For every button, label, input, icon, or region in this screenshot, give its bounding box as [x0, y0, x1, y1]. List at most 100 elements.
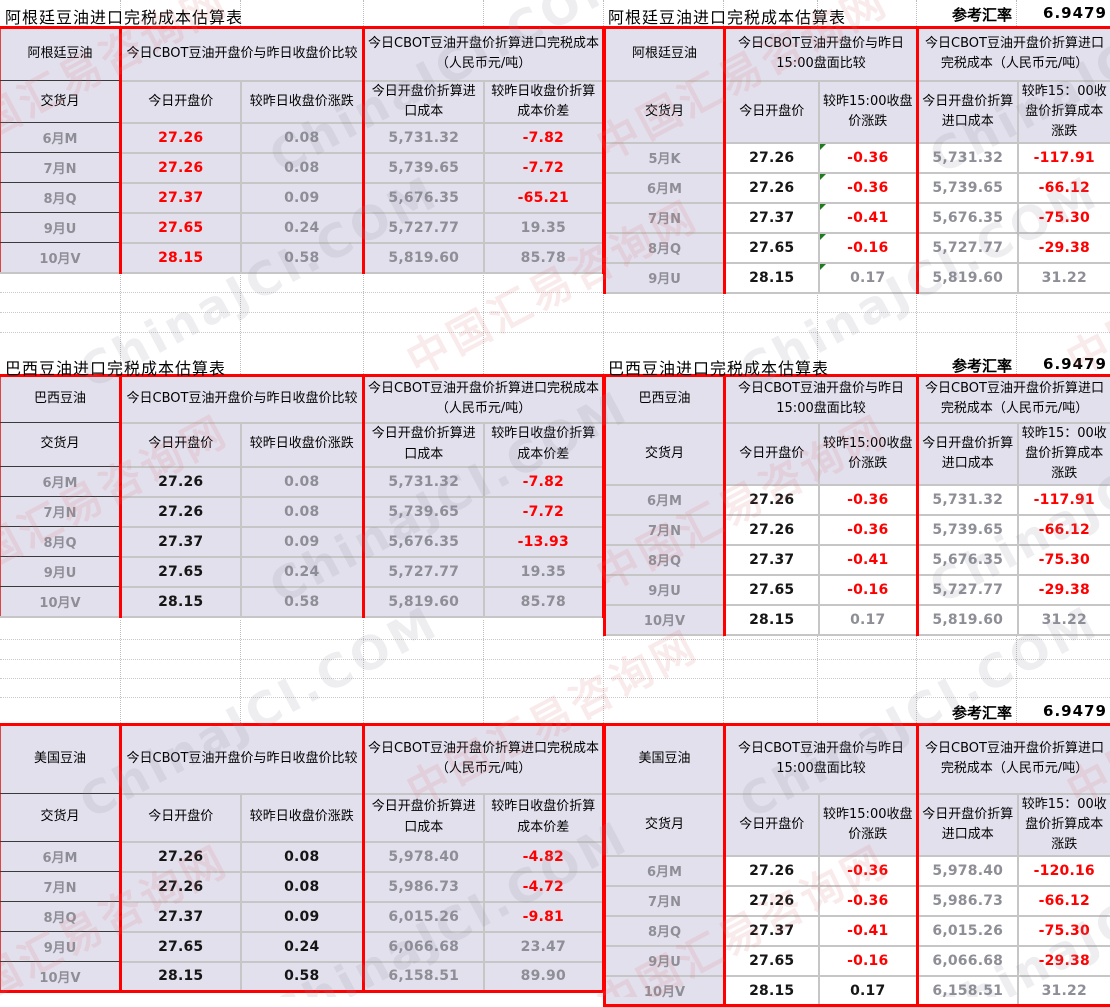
entity-header: 美国豆油 — [1, 725, 121, 794]
price-change-cell: -0.36 — [819, 886, 918, 916]
costdiff-col-header: 较昨日收盘价折算成本价差 — [484, 81, 604, 123]
reference-rate-value-1: 6.9479 — [1040, 4, 1110, 22]
delivery-month-cell: 7月N — [1, 497, 121, 527]
price-change-cell-with-green-corner-triangle-icon: 0.17 — [819, 263, 918, 293]
table-row: 8月Q 27.37 0.09 5,676.35 -65.21 — [1, 183, 604, 213]
section1-left-title: 阿根廷豆油进口完税成本估算表 — [5, 4, 243, 28]
delivery-month-cell: 5月K — [605, 143, 725, 173]
costdiff-col-header: 较昨15：00收盘价折算成本涨跌 — [1018, 423, 1110, 485]
delivery-month-cell: 8月Q — [1, 902, 121, 932]
open-price-cell: 27.65 — [725, 946, 819, 976]
cost-change-cell: 89.90 — [484, 962, 604, 992]
open-price-cell: 27.65 — [121, 213, 241, 243]
change-col-header: 较昨15:00收盘价涨跌 — [819, 794, 918, 856]
change-col-header: 较昨日收盘价涨跌 — [241, 81, 364, 123]
price-change-cell: 0.24 — [241, 932, 364, 962]
cost-change-cell: -65.21 — [484, 183, 604, 213]
open-price-cell: 28.15 — [121, 243, 241, 273]
price-change-cell: 0.09 — [241, 902, 364, 932]
open-price-cell: 27.26 — [121, 467, 241, 497]
price-change-cell: 0.08 — [241, 842, 364, 872]
import-cost-cell: 5,819.60 — [918, 605, 1018, 635]
table-row: 7月N 27.26 0.08 5,739.65 -7.72 — [1, 153, 604, 183]
open-price-cell: 27.65 — [725, 233, 819, 263]
gridline — [363, 0, 364, 26]
gridline — [0, 678, 1110, 679]
price-change-cell: 0.17 — [819, 976, 918, 1006]
price-change-cell: -0.36 — [819, 856, 918, 886]
import-cost-cell: 5,676.35 — [918, 203, 1018, 233]
import-cost-cell: 5,731.32 — [918, 143, 1018, 173]
open-price-cell: 27.26 — [725, 173, 819, 203]
entity-header: 阿根廷豆油 — [605, 28, 725, 81]
price-change-cell: 0.17 — [819, 605, 918, 635]
cost-change-cell: -7.72 — [484, 497, 604, 527]
argentina-right-table: 阿根廷豆油 今日CBOT豆油开盘价与昨日15:00盘面比较 今日CBOT豆油开盘… — [603, 26, 1110, 294]
delivery-month-cell: 8月Q — [605, 233, 725, 263]
section2-right-title: 巴西豆油进口完税成本估算表 — [608, 355, 829, 379]
table-row: 6月M 27.26 0.08 5,978.40 -4.82 — [1, 842, 604, 872]
cost-change-cell: 85.78 — [484, 587, 604, 617]
cost-group-header: 今日CBOT豆油开盘价折算进口完税成本（人民币元/吨） — [364, 725, 604, 794]
delivery-month-cell: 8月Q — [605, 916, 725, 946]
cost-change-cell: -117.91 — [1018, 143, 1110, 173]
open-price-cell: 27.37 — [725, 916, 819, 946]
delivery-month-cell: 8月Q — [1, 183, 121, 213]
costdiff-col-header: 较昨日收盘价折算成本价差 — [484, 794, 604, 842]
table-row: 8月Q 27.37 0.09 6,015.26 -9.81 — [1, 902, 604, 932]
table-row: 6月M 27.26 0.08 5,731.32 -7.82 — [1, 467, 604, 497]
cost-change-cell: -75.30 — [1018, 203, 1110, 233]
import-cost-cell: 5,731.32 — [918, 485, 1018, 515]
gridline — [483, 0, 484, 26]
import-cost-cell: 5,986.73 — [364, 872, 484, 902]
price-change-cell: 0.58 — [241, 962, 364, 992]
gridline — [240, 620, 241, 723]
import-cost-cell: 5,739.65 — [364, 497, 484, 527]
delivery-month-cell: 6月M — [1, 123, 121, 153]
cost-change-cell: -66.12 — [1018, 886, 1110, 916]
delivery-month-cell: 10月V — [1, 962, 121, 992]
open-price-cell: 27.26 — [121, 123, 241, 153]
gridline — [120, 620, 121, 723]
price-change-cell: -0.16 — [819, 575, 918, 605]
table-row: 6月M 27.26 0.08 5,731.32 -7.82 — [1, 123, 604, 153]
cost-change-cell: -7.82 — [484, 123, 604, 153]
open-price-cell: 28.15 — [725, 976, 819, 1006]
price-change-cell-with-green-corner-triangle-icon: -0.41 — [819, 203, 918, 233]
open-price-cell: 27.26 — [121, 842, 241, 872]
month-col-header: 交货月 — [1, 423, 121, 467]
table-row: 10月V 28.15 0.58 6,158.51 89.90 — [1, 962, 604, 992]
import-cost-cell: 5,676.35 — [364, 183, 484, 213]
gridline — [483, 268, 484, 374]
import-cost-cell: 5,676.35 — [364, 527, 484, 557]
cost-change-cell: -66.12 — [1018, 515, 1110, 545]
gridline — [603, 0, 604, 26]
gridline — [363, 268, 364, 374]
compare-group-header: 今日CBOT豆油开盘价与昨日15:00盘面比较 — [725, 28, 918, 81]
cost-group-header: 今日CBOT豆油开盘价折算进口完税成本（人民币元/吨） — [918, 376, 1110, 423]
price-change-cell: 0.24 — [241, 557, 364, 587]
import-cost-cell: 5,727.77 — [918, 233, 1018, 263]
change-col-header: 较昨日收盘价涨跌 — [241, 423, 364, 467]
price-change-cell: -0.36 — [819, 485, 918, 515]
open-price-cell: 27.65 — [121, 557, 241, 587]
delivery-month-cell: 10月V — [1, 587, 121, 617]
entity-header: 巴西豆油 — [605, 376, 725, 423]
open-price-cell: 28.15 — [121, 587, 241, 617]
reference-rate-value-2: 6.9479 — [1040, 355, 1110, 373]
delivery-month-cell: 7月N — [1, 153, 121, 183]
price-change-cell: 0.08 — [241, 123, 364, 153]
import-cost-cell: 5,739.65 — [918, 515, 1018, 545]
open-price-cell: 28.15 — [725, 263, 819, 293]
table-row: 8月Q 27.65 -0.16 5,727.77 -29.38 — [605, 233, 1110, 263]
import-cost-cell: 5,727.77 — [918, 575, 1018, 605]
open-col-header: 今日开盘价 — [725, 794, 819, 856]
open-price-cell: 27.37 — [121, 527, 241, 557]
gridline — [916, 0, 917, 26]
change-col-header: 较昨15:00收盘价涨跌 — [819, 423, 918, 485]
table-row: 9月U 27.65 0.24 5,727.77 19.35 — [1, 213, 604, 243]
open-price-cell: 27.65 — [121, 932, 241, 962]
delivery-month-cell: 6月M — [1, 842, 121, 872]
price-change-cell: 0.08 — [241, 153, 364, 183]
open-price-cell: 27.26 — [725, 856, 819, 886]
